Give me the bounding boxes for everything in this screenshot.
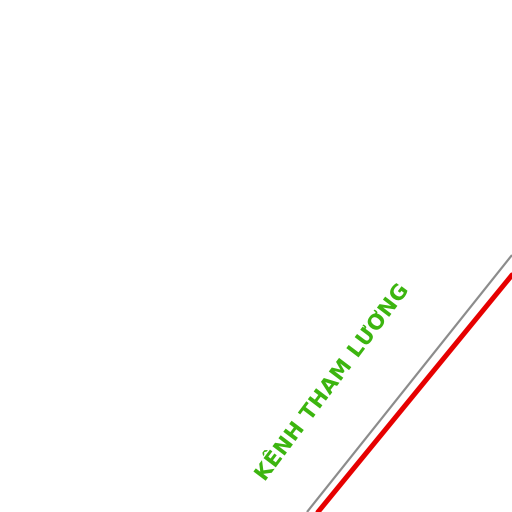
- boundary-line: [306, 254, 512, 512]
- road-line[interactable]: [315, 272, 512, 512]
- canal-label: KÊNH THAM LƯƠNG: [248, 278, 413, 486]
